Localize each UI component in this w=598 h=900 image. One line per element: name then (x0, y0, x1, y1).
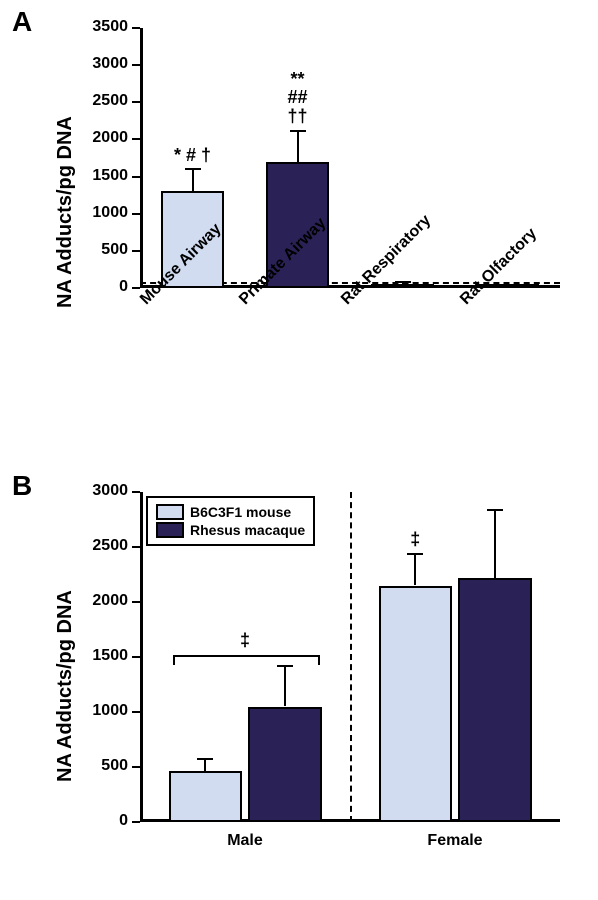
panel-b-ytick-label: 1500 (68, 647, 128, 665)
panel-b-ytick (132, 821, 140, 823)
panel-b-ytick (132, 546, 140, 548)
legend-label: B6C3F1 mouse (190, 504, 291, 520)
panel-a-ytick (132, 250, 140, 252)
legend-row: Rhesus macaque (156, 522, 305, 538)
panel-b-errorcap (487, 509, 503, 511)
panel-b-annotation: ‡ (230, 631, 260, 650)
panel-b-errorbar (414, 554, 416, 586)
panel-a-ytick (132, 213, 140, 215)
panel-a-errorcap (395, 281, 411, 283)
panel-b-bar (248, 707, 322, 823)
panel-b-ytick (132, 491, 140, 493)
panel-b-xtick-label: Male (140, 832, 350, 850)
legend-swatch (156, 504, 184, 520)
panel-b-errorcap (407, 553, 423, 555)
panel-a-ytick (132, 27, 140, 29)
panel-b-y-axis (140, 492, 143, 822)
panel-b-errorcap (197, 758, 213, 760)
panel-b-ytick-label: 0 (68, 812, 128, 830)
panel-a-errorcap (290, 130, 306, 132)
legend-label: Rhesus macaque (190, 522, 305, 538)
panel-a-plot: 0500100015002000250030003500Mouse Airway… (140, 28, 560, 288)
panel-b-bracket-tick (318, 655, 320, 665)
panel-a-ytick (132, 287, 140, 289)
panel-b-errorbar (204, 759, 206, 771)
panel-b-bar (379, 586, 453, 823)
panel-b-errorbar (494, 510, 496, 578)
panel-b-ytick-label: 3000 (68, 482, 128, 500)
panel-b-legend: B6C3F1 mouse Rhesus macaque (146, 496, 315, 546)
panel-b: NA Adducts/pg DNA 0500100015002000250030… (40, 482, 580, 882)
panel-a-ytick (132, 101, 140, 103)
panel-a-errorbar (297, 131, 299, 162)
panel-b-bracket-tick (173, 655, 175, 665)
panel-b-label: B (12, 470, 32, 502)
panel-a-annotation: ** ## †† (256, 70, 339, 127)
panel-b-errorcap (277, 665, 293, 667)
panel-b-ytick (132, 711, 140, 713)
legend-row: B6C3F1 mouse (156, 504, 305, 520)
panel-a-ytick-label: 1000 (68, 204, 128, 222)
panel-b-ytick-label: 1000 (68, 702, 128, 720)
panel-a-ytick-label: 3500 (68, 18, 128, 36)
panel-a-ytick (132, 176, 140, 178)
panel-a-ytick-label: 0 (68, 278, 128, 296)
panel-a-errorbar (192, 169, 194, 191)
panel-a-ytick-label: 2000 (68, 129, 128, 147)
panel-b-group-divider (350, 492, 352, 822)
panel-b-bracket (173, 655, 318, 657)
panel-b-ylabel: NA Adducts/pg DNA (54, 590, 77, 782)
legend-swatch (156, 522, 184, 538)
panel-b-plot: 050010001500200025003000MaleFemaleB6C3F1… (140, 492, 560, 822)
panel-b-ytick (132, 601, 140, 603)
panel-a-xtick-label: Rat Olfactory (457, 225, 541, 309)
panel-a-xtick-label: Rat Respiratory (338, 212, 435, 309)
panel-b-ytick (132, 656, 140, 658)
panel-a-y-axis (140, 28, 143, 288)
panel-a-errorcap (500, 285, 516, 287)
panel-b-ytick (132, 766, 140, 768)
panel-b-xtick-label: Female (350, 832, 560, 850)
panel-b-ytick-label: 2000 (68, 592, 128, 610)
panel-b-bar (169, 771, 243, 822)
panel-a-ytick-label: 1500 (68, 167, 128, 185)
panel-b-bar (458, 578, 532, 822)
panel-b-errorbar (284, 666, 286, 707)
panel-a-ytick (132, 64, 140, 66)
panel-a-annotation: * # † (151, 146, 234, 165)
panel-a-bar (371, 284, 434, 288)
panel-a-ytick-label: 3000 (68, 55, 128, 73)
panel-a-errorcap (185, 168, 201, 170)
panel-b-annotation: ‡ (400, 530, 430, 549)
panel-a-ytick (132, 138, 140, 140)
figure: A NA Adducts/pg DNA 05001000150020002500… (0, 0, 598, 900)
panel-a-ytick-label: 2500 (68, 92, 128, 110)
panel-a: NA Adducts/pg DNA 0500100015002000250030… (40, 18, 580, 448)
panel-b-ytick-label: 500 (68, 757, 128, 775)
panel-a-ytick-label: 500 (68, 241, 128, 259)
panel-a-label: A (12, 6, 32, 38)
panel-b-ytick-label: 2500 (68, 537, 128, 555)
